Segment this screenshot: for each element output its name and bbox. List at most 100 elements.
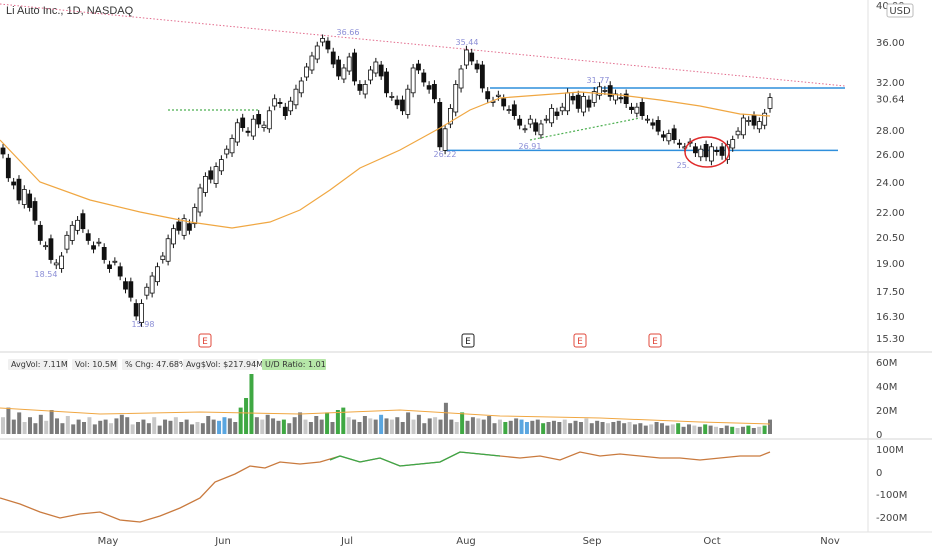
candle-body — [709, 146, 714, 162]
candle-body — [527, 118, 533, 125]
volume-bar — [227, 418, 232, 434]
candle-body — [607, 85, 613, 97]
volume-bar — [665, 425, 670, 434]
candle-body — [655, 120, 661, 132]
candle-body — [176, 221, 182, 231]
volume-bar — [6, 407, 11, 434]
indicator-line — [0, 451, 771, 523]
volume-bar — [254, 417, 259, 434]
candle-body — [373, 61, 379, 74]
candle-body — [394, 99, 400, 106]
candle-body — [96, 241, 102, 244]
volume-bar — [28, 417, 33, 434]
volume-bar — [422, 423, 427, 434]
candle-body — [666, 133, 672, 142]
candle-body — [69, 224, 75, 241]
indicator-tick-label: -100M — [876, 490, 907, 501]
volume-bar — [206, 416, 211, 434]
volume-bar — [751, 428, 756, 434]
candle-body — [293, 88, 299, 106]
candle-body — [442, 128, 448, 151]
earnings-label: E — [652, 337, 658, 347]
candle-body — [368, 69, 373, 81]
volume-bar — [44, 420, 49, 434]
volume-bar — [406, 412, 411, 434]
volume-bar — [649, 424, 654, 434]
earnings-label: E — [202, 337, 208, 347]
candle-body — [623, 93, 629, 105]
candle-body — [522, 128, 528, 131]
candle-body — [645, 118, 650, 121]
volume-bar — [325, 412, 330, 434]
indicator-line-highlight — [329, 451, 501, 467]
volume-bar — [17, 412, 22, 434]
volume-bar — [611, 422, 616, 434]
volume-bar — [184, 419, 189, 434]
volume-bar — [562, 419, 567, 434]
candle-body — [634, 106, 640, 114]
volume-tick-label: 20M — [876, 406, 897, 417]
volume-bar — [379, 414, 384, 434]
volume-bar — [768, 419, 772, 434]
volume-bar — [195, 422, 200, 434]
candle-body — [229, 137, 235, 154]
volume-bar — [22, 422, 27, 434]
candle-body — [346, 56, 352, 72]
volume-stat: Vol: 10.5M — [72, 359, 118, 370]
candle-body — [554, 111, 560, 116]
highlight-circle — [684, 136, 730, 168]
volume-stat-box — [122, 359, 179, 370]
candle-body — [405, 88, 411, 115]
candle-body — [256, 114, 262, 125]
volume-bar — [497, 419, 502, 434]
candle-body — [650, 122, 656, 126]
candle-body — [357, 84, 363, 91]
candle-body — [277, 102, 283, 105]
candle-body — [314, 45, 320, 60]
candle-body — [144, 286, 150, 296]
volume-bar — [595, 420, 600, 434]
candle-body — [309, 55, 315, 71]
volume-ma-line — [0, 407, 771, 425]
volume-bar — [433, 417, 438, 434]
volume-bar — [589, 423, 594, 434]
volume-bar — [616, 420, 621, 434]
volume-tick-label: 60M — [876, 358, 897, 369]
earnings-marker: E — [648, 333, 662, 348]
candle-body — [48, 238, 54, 260]
candle-body — [559, 106, 565, 112]
candle-body — [762, 112, 768, 126]
volume-bar — [427, 418, 432, 434]
volume-bar — [519, 419, 524, 434]
candle-body — [107, 264, 112, 270]
candle-body — [37, 224, 43, 241]
earnings-marker: E — [573, 333, 587, 348]
volume-stat-label: % Chg: 47.68% — [125, 360, 187, 369]
candle-body — [85, 233, 91, 241]
volume-stat-label: Vol: 10.5M — [75, 360, 117, 369]
price-tick-label: 19.00 — [876, 259, 905, 270]
volume-bar — [546, 422, 551, 434]
volume-bar — [584, 418, 589, 434]
volume-bar — [38, 414, 43, 434]
candle-body — [266, 110, 272, 130]
volume-bar — [136, 422, 141, 434]
time-tick-label: Aug — [456, 536, 476, 547]
candle-body — [740, 117, 746, 136]
volume-bar — [395, 417, 400, 434]
candle-body — [384, 71, 389, 94]
volume-bar — [514, 418, 519, 434]
volume-bar — [157, 425, 162, 434]
volume-bar — [308, 422, 313, 434]
volume-stat-label: AvgVol: 7.11M — [11, 360, 68, 369]
volume-bar — [233, 422, 238, 434]
volume-bar — [109, 423, 114, 434]
volume-bar — [681, 426, 686, 434]
candle-body — [0, 147, 6, 155]
earnings-box — [648, 333, 662, 348]
volume-bar — [578, 422, 583, 434]
candle-body — [416, 63, 421, 71]
price-annotation: 25. — [677, 161, 690, 170]
